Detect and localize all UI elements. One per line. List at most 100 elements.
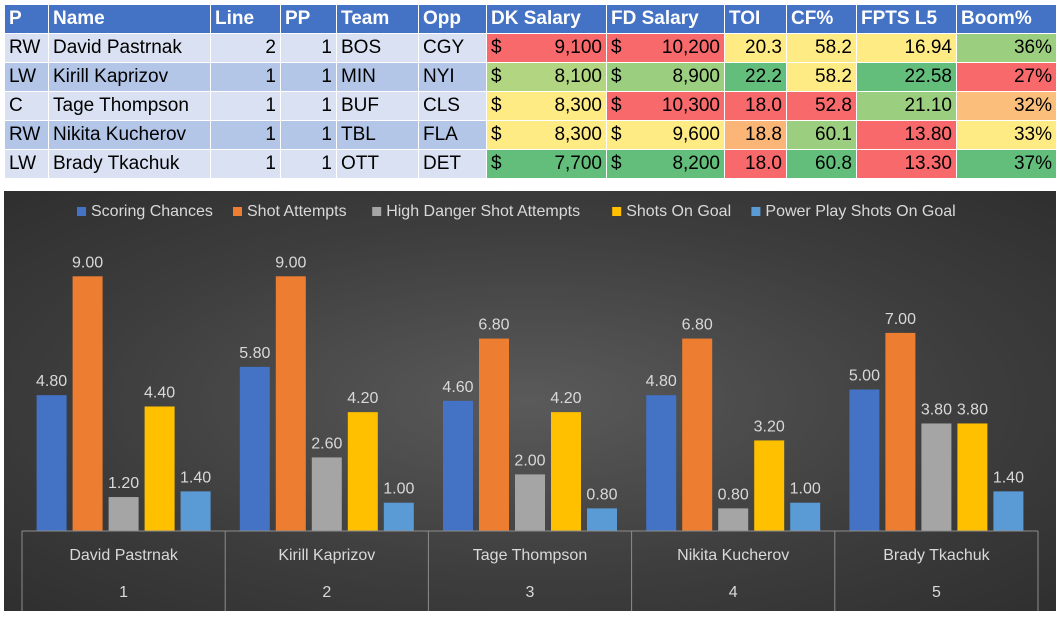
cell-opp: NYI [418,62,487,92]
cell-name: David Pastrnak [48,33,211,63]
bar-2-1 [479,338,509,531]
currency-symbol: $ [491,124,502,145]
data-label-3-1: 6.80 [682,317,713,334]
data-label-0-4: 1.40 [180,469,211,486]
salary-value: 7,700 [554,153,602,174]
salary-value: 10,200 [661,37,720,58]
category-label-1: Kirill Kaprizov [278,547,375,564]
column-header: Boom% [956,4,1057,34]
cell-dk: $8,300 [486,91,607,121]
cell-fd: $10,200 [606,33,725,63]
cell-boom: 36% [956,33,1057,63]
bar-3-4 [790,502,821,531]
salary-value: 8,300 [554,124,602,145]
data-label-2-1: 6.80 [478,317,509,334]
table-row: C Tage Thompson 1 1 BUF CLS $8,300 $10,300 18.0 5… [4,91,1057,121]
column-header: CF% [786,4,857,34]
currency-symbol: $ [611,66,622,87]
bar-0-4 [180,491,211,531]
cell-toi: 22.2 [724,62,787,92]
bar-3-0 [646,395,677,531]
cell-toi: 18.0 [724,149,787,179]
column-header: Line [210,4,281,34]
bar-4-2 [921,423,952,531]
data-label-0-3: 4.40 [144,384,175,401]
category-number-0: 1 [119,584,128,601]
cell-opp: CGY [418,33,487,63]
data-label-4-4: 1.40 [993,469,1024,486]
cell-opp: DET [418,149,487,179]
salary-value: 8,900 [672,66,720,87]
data-label-3-0: 4.80 [646,373,677,390]
cell-pp: 1 [280,33,337,63]
bar-2-4 [587,508,617,531]
cell-toi: 18.0 [724,91,787,121]
data-label-1-2: 2.60 [311,435,342,452]
data-label-0-0: 4.80 [36,373,67,390]
cell-name: Kirill Kaprizov [48,62,211,92]
cell-dk: $8,100 [486,62,607,92]
cell-fd: $8,200 [606,149,725,179]
data-label-3-4: 1.00 [790,481,821,498]
data-label-3-3: 3.20 [754,418,785,435]
column-header: FPTS L5 [856,4,957,34]
cell-pos: C [4,91,49,121]
cell-boom: 27% [956,62,1057,92]
data-label-2-0: 4.60 [442,379,473,396]
legend-label-1: Shot Attempts [247,203,347,220]
bar-1-2 [311,457,342,531]
cell-name: Brady Tkachuk [48,149,211,179]
bar-4-1 [885,332,916,531]
category-label-0: David Pastrnak [69,547,178,564]
legend-swatch-1 [233,207,242,216]
bar-1-4 [383,502,414,531]
legend-swatch-2 [372,207,382,216]
bar-4-3 [957,423,988,531]
bar-0-1 [72,276,103,531]
cell-fpts: 13.30 [856,149,957,179]
cell-team: TBL [336,120,419,150]
cell-pos: RW [4,33,49,63]
column-header: Name [48,4,211,34]
cell-name: Nikita Kucherov [48,120,211,150]
salary-value: 9,100 [554,37,602,58]
cell-fd: $8,900 [606,62,725,92]
salary-value: 8,300 [554,95,602,116]
data-label-0-2: 1.20 [108,475,139,492]
cell-toi: 20.3 [724,33,787,63]
column-header: Opp [418,4,487,34]
cell-dk: $7,700 [486,149,607,179]
cell-team: OTT [336,149,419,179]
cell-pos: LW [4,62,49,92]
cell-line: 1 [210,62,281,92]
bar-0-2 [108,497,139,531]
bar-0-0 [36,395,67,531]
column-header: P [4,4,49,34]
cell-fpts: 16.94 [856,33,957,63]
table-row: LW Brady Tkachuk 1 1 OTT DET $7,700 $8,200 18.0 6… [4,149,1057,179]
table-body: RW David Pastrnak 2 1 BOS CGY $9,100 $10,200 20.… [4,33,1057,179]
currency-symbol: $ [611,37,622,58]
bar-4-4 [993,491,1024,531]
data-label-3-2: 0.80 [718,486,749,503]
column-header: PP [280,4,337,34]
data-label-4-1: 7.00 [885,311,916,328]
legend-label-0: Scoring Chances [91,203,213,220]
bar-3-2 [718,508,749,531]
salary-value: 8,200 [672,153,720,174]
bar-2-0 [443,400,473,531]
data-label-2-3: 4.20 [550,390,581,407]
category-label-2: Tage Thompson [473,547,587,564]
currency-symbol: $ [491,95,502,116]
legend-swatch-0 [77,207,86,216]
cell-dk: $9,100 [486,33,607,63]
salary-value: 9,600 [672,124,720,145]
table-row: RW David Pastrnak 2 1 BOS CGY $9,100 $10,200 20.… [4,33,1057,63]
cell-team: BOS [336,33,419,63]
category-number-3: 4 [729,584,738,601]
table-row: LW Kirill Kaprizov 1 1 MIN NYI $8,100 $8,900 22.… [4,62,1057,92]
bar-3-1 [682,338,713,531]
category-label-3: Nikita Kucherov [677,547,789,564]
data-label-0-1: 9.00 [72,254,103,271]
data-label-2-4: 0.80 [586,486,617,503]
